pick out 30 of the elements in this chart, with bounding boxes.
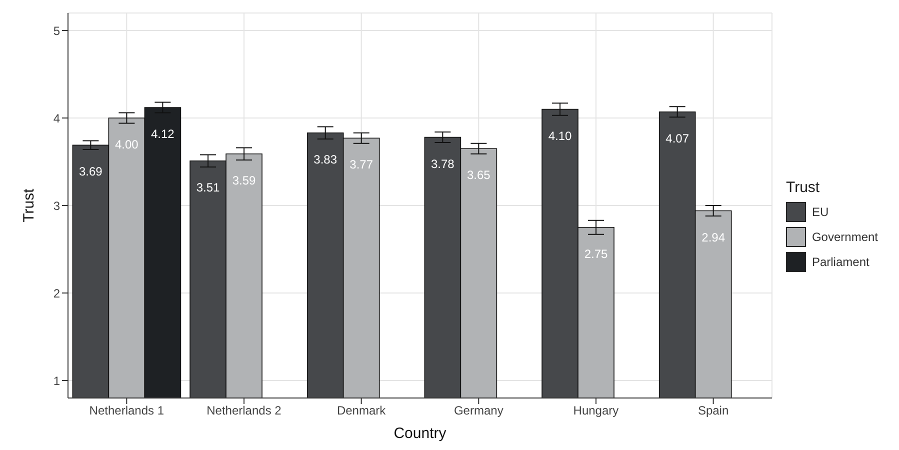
data-label: 3.77 bbox=[350, 158, 374, 172]
y-tick-label: 5 bbox=[53, 24, 60, 38]
data-label: 3.83 bbox=[314, 152, 338, 166]
data-label: 3.78 bbox=[431, 156, 455, 171]
legend-label: EU bbox=[810, 204, 830, 221]
data-label: 4.12 bbox=[151, 127, 175, 142]
data-label: 3.65 bbox=[467, 168, 491, 182]
y-tick-label: 1 bbox=[53, 374, 60, 388]
data-label: 4.07 bbox=[666, 131, 690, 146]
legend-title: Trust bbox=[786, 179, 821, 196]
data-label: 4.10 bbox=[548, 128, 572, 143]
data-label: 3.59 bbox=[232, 173, 256, 188]
x-tick-label: Germany bbox=[454, 404, 504, 418]
data-label: 4.00 bbox=[115, 138, 139, 152]
x-tick-label: Spain bbox=[698, 404, 729, 418]
y-tick-label: 3 bbox=[53, 198, 60, 213]
data-label: 2.94 bbox=[702, 230, 726, 244]
y-tick-label: 2 bbox=[53, 286, 60, 300]
y-axis-title: Trust bbox=[20, 188, 38, 222]
x-tick-label: Netherlands 2 bbox=[206, 404, 282, 418]
data-label: 2.75 bbox=[584, 246, 608, 261]
x-axis-title: Country bbox=[394, 425, 447, 442]
data-label: 3.51 bbox=[196, 180, 220, 194]
legend-label: Government bbox=[810, 229, 878, 246]
x-tick-label: Hungary bbox=[573, 404, 619, 418]
data-label: 3.69 bbox=[79, 164, 103, 179]
x-tick-label: Netherlands 1 bbox=[89, 404, 164, 418]
y-tick-label: 4 bbox=[53, 111, 60, 126]
legend-label: Parliament bbox=[810, 254, 870, 271]
x-tick-label: Denmark bbox=[336, 404, 387, 418]
